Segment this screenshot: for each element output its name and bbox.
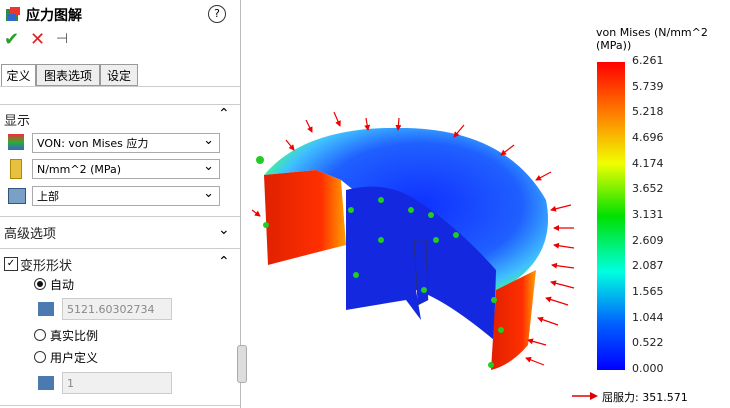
radio-checked[interactable]: [34, 278, 46, 290]
legend-label: 3.131: [632, 208, 664, 221]
pin-button[interactable]: ⊣: [56, 31, 69, 47]
tab[interactable]: 定义: [1, 64, 36, 86]
plot-icon: [6, 7, 20, 21]
help-button[interactable]: ?: [208, 5, 226, 23]
panel-title: 应力图解: [26, 8, 82, 24]
property-panel: 应力图解 ? ✔ ✕ ⊣ 定义 图表选项 设定 显示 ⌃ VON: von Mi…: [0, 0, 241, 408]
section-heading: 显示: [4, 114, 31, 129]
collapse-icon[interactable]: ⌃: [218, 254, 230, 270]
legend-label: 6.261: [632, 54, 664, 67]
radio-label: 用户定义: [50, 351, 99, 365]
input-field[interactable]: 5121.60302734: [62, 298, 172, 320]
panel-handle[interactable]: [237, 345, 247, 383]
color-bar: [597, 62, 625, 370]
ok-button[interactable]: ✔: [4, 29, 20, 50]
radio-label: 真实比例: [50, 329, 99, 343]
legend-label: 0.000: [632, 362, 664, 375]
legend-label: 5.739: [632, 79, 664, 93]
expand-icon[interactable]: ⌄: [218, 222, 230, 238]
tab[interactable]: 图表选项: [36, 64, 100, 86]
cancel-button[interactable]: ✕: [30, 29, 46, 50]
legend-label: 0.522: [632, 336, 664, 350]
component-icon: [8, 134, 24, 150]
fixtures: [256, 156, 504, 368]
checkbox[interactable]: ✓: [4, 257, 18, 271]
model-view: [251, 111, 575, 370]
load-arrows: [251, 111, 575, 366]
dropdown[interactable]: 上部: [32, 184, 220, 206]
position-icon: [8, 188, 26, 204]
radio[interactable]: [34, 351, 46, 363]
tab[interactable]: 设定: [100, 64, 138, 86]
section-heading[interactable]: 高级选项: [4, 227, 57, 242]
dropdown[interactable]: N/mm^2 (MPa): [32, 157, 220, 179]
legend-label: 1.044: [632, 310, 664, 324]
scale-icon: [38, 376, 54, 390]
legend-label: 4.696: [632, 131, 664, 144]
units-icon: [10, 159, 22, 179]
radio[interactable]: [34, 329, 46, 341]
input-field[interactable]: 1: [62, 372, 172, 394]
yield-label: 屈服力: 351.571: [602, 391, 688, 404]
collapse-icon[interactable]: ⌃: [218, 106, 230, 122]
legend-label: 4.174: [632, 156, 664, 170]
scale-icon: [38, 302, 54, 316]
legend-title: von Mises (N/mm^2 (MPa)): [596, 26, 708, 52]
legend-label: 2.609: [632, 233, 664, 247]
legend-label: 2.087: [632, 259, 664, 273]
legend-label: 5.218: [632, 105, 664, 119]
yield-arrow: [572, 392, 598, 400]
section-heading: 变形形状: [20, 259, 73, 274]
legend-label: 1.565: [632, 285, 664, 298]
radio-label: 自动: [50, 278, 75, 292]
dropdown[interactable]: VON: von Mises 应力: [32, 131, 220, 153]
stress-body: [264, 127, 548, 370]
legend-label: 3.652: [632, 182, 664, 196]
